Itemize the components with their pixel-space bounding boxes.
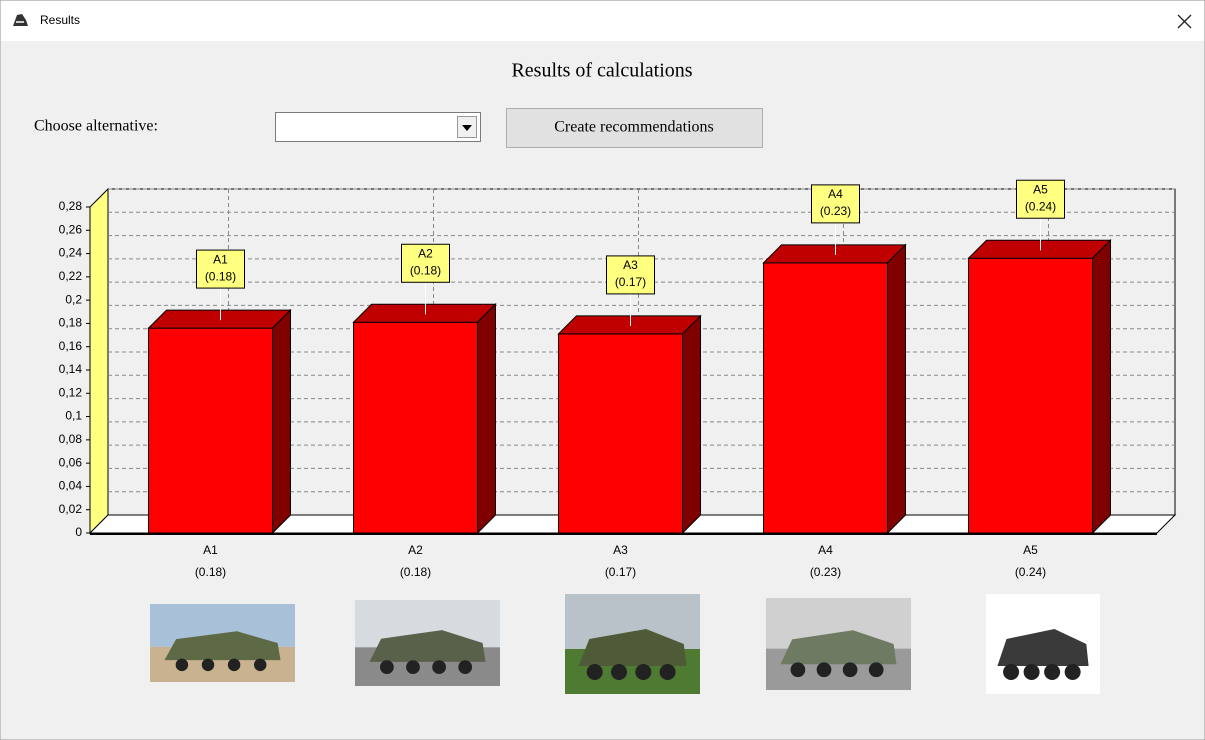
vehicle-wheel — [817, 662, 832, 677]
x-tick-value-label: (0.17) — [605, 565, 636, 579]
bar-side — [273, 310, 291, 533]
y-tick-label: 0,12 — [59, 385, 83, 399]
window-title: Results — [40, 13, 80, 27]
vehicle-wheel — [635, 664, 651, 680]
vehicle-wheel — [380, 660, 394, 674]
y-tick-label: 0,2 — [65, 292, 82, 306]
bar-side — [683, 316, 701, 533]
photo — [766, 598, 911, 690]
vehicle-wheel — [1024, 664, 1040, 680]
callout-value: (0.17) — [615, 275, 646, 289]
y-tick-label: 0,16 — [59, 339, 83, 353]
vehicle-wheel — [432, 660, 446, 674]
vehicle-wheel — [660, 664, 676, 680]
callout-name: A1 — [213, 252, 228, 266]
title-bar — [1, 1, 1204, 41]
callout-name: A4 — [828, 187, 843, 201]
x-tick-label: A3 — [613, 543, 628, 557]
callout-value: (0.18) — [205, 269, 236, 283]
vehicle-wheel — [228, 659, 240, 671]
y-tick-label: 0,06 — [59, 455, 83, 469]
photo — [150, 604, 295, 682]
bar-top — [149, 310, 291, 328]
y-tick-label: 0,14 — [59, 362, 83, 376]
callout-value: (0.18) — [410, 263, 441, 277]
x-tick-label: A4 — [818, 543, 833, 557]
y-tick-label: 0,08 — [59, 432, 83, 446]
y-tick-label: 0 — [75, 525, 82, 539]
create-button[interactable]: Create recommendations — [507, 109, 763, 148]
bar-side — [888, 245, 906, 533]
vehicle-wheel — [458, 660, 472, 674]
vehicle-wheel — [587, 664, 603, 680]
bar — [354, 322, 478, 533]
y-tick-label: 0,28 — [59, 199, 83, 213]
vehicle-wheel — [176, 659, 188, 671]
x-tick-label: A2 — [408, 543, 423, 557]
vehicle-wheel — [254, 659, 266, 671]
photo — [355, 600, 500, 686]
y-tick-label: 0,22 — [59, 269, 83, 283]
bar-top — [559, 316, 701, 334]
x-tick-label: A5 — [1023, 543, 1038, 557]
photo — [565, 594, 700, 694]
bar-top — [354, 304, 496, 322]
left-wall — [90, 189, 108, 533]
close-button[interactable] — [1170, 8, 1198, 34]
callout-name: A2 — [418, 246, 433, 260]
vehicle-wheel — [1065, 664, 1081, 680]
x-tick-value-label: (0.18) — [400, 565, 431, 579]
x-tick-label: A1 — [203, 543, 218, 557]
y-tick-label: 0,26 — [59, 222, 83, 236]
bar-side — [478, 304, 496, 533]
callout-value: (0.24) — [1025, 199, 1056, 213]
alternative-combo[interactable] — [276, 113, 481, 142]
vehicle-wheel — [406, 660, 420, 674]
heading: Results of calculations — [511, 60, 692, 82]
results-window: Results Results of calculations Choose a… — [0, 0, 1205, 740]
vehicle-wheel — [611, 664, 627, 680]
bar-top — [969, 240, 1111, 258]
vehicle-wheel — [1044, 664, 1060, 680]
y-tick-label: 0,18 — [59, 316, 83, 330]
bar — [969, 258, 1093, 533]
x-tick-value-label: (0.18) — [195, 565, 226, 579]
vehicle-wheel — [843, 662, 858, 677]
y-tick-label: 0,24 — [59, 246, 83, 260]
vehicle-wheel — [791, 662, 806, 677]
vehicle-wheel — [1003, 664, 1019, 680]
vehicle-wheel — [202, 659, 214, 671]
x-tick-value-label: (0.23) — [810, 565, 841, 579]
photo — [986, 594, 1100, 694]
vehicle-wheel — [869, 662, 884, 677]
callout-name: A5 — [1033, 182, 1048, 196]
y-tick-label: 0,04 — [59, 479, 83, 493]
choose-label: Choose alternative: — [34, 118, 158, 135]
callout-value: (0.23) — [820, 204, 851, 218]
bar — [764, 263, 888, 533]
bar-side — [1093, 240, 1111, 533]
bar-top — [764, 245, 906, 263]
y-tick-label: 0,02 — [59, 502, 83, 516]
bar — [559, 334, 683, 533]
bar — [149, 328, 273, 533]
callout-name: A3 — [623, 258, 638, 272]
y-tick-label: 0,1 — [65, 409, 82, 423]
x-tick-value-label: (0.24) — [1015, 565, 1046, 579]
button-label[interactable]: Create recommendations — [554, 119, 714, 136]
